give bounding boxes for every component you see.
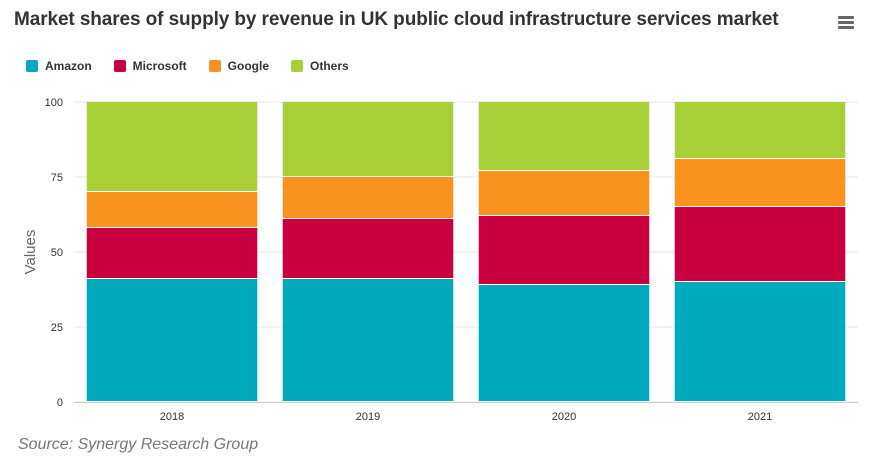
chart-title: Market shares of supply by revenue in UK… bbox=[14, 9, 779, 30]
bar-others-2019[interactable] bbox=[282, 102, 454, 176]
legend-item-amazon[interactable]: Amazon bbox=[26, 59, 92, 73]
bar-others-2021[interactable] bbox=[674, 102, 846, 158]
y-tick-label: 100 bbox=[45, 97, 63, 109]
bar-amazon-2020[interactable] bbox=[478, 285, 650, 401]
bar-google-2021[interactable] bbox=[674, 159, 846, 206]
legend-swatch bbox=[291, 60, 304, 72]
x-tick-label: 2021 bbox=[748, 411, 772, 423]
legend-item-others[interactable]: Others bbox=[291, 59, 349, 73]
bar-amazon-2021[interactable] bbox=[674, 282, 846, 401]
y-tick-label: 25 bbox=[51, 322, 63, 334]
bar-microsoft-2019[interactable] bbox=[282, 219, 454, 278]
x-tick-label: 2019 bbox=[356, 411, 380, 423]
x-tick-label: 2020 bbox=[552, 411, 576, 423]
bar-microsoft-2021[interactable] bbox=[674, 207, 846, 281]
stacked-bar-chart: 0 25 50 75 100 Values 2018 2019 2020 2021 bbox=[22, 97, 858, 423]
legend-label: Others bbox=[310, 59, 349, 73]
bar-amazon-2018[interactable] bbox=[86, 279, 258, 401]
y-axis-title: Values bbox=[22, 230, 39, 275]
bar-others-2018[interactable] bbox=[86, 102, 258, 191]
bar-google-2018[interactable] bbox=[86, 192, 258, 227]
legend-swatch bbox=[113, 60, 126, 72]
x-tick-label: 2018 bbox=[160, 411, 184, 423]
bar-google-2019[interactable] bbox=[282, 177, 454, 218]
legend-label: Amazon bbox=[45, 59, 92, 73]
y-tick-label: 75 bbox=[51, 172, 63, 184]
y-tick-label: 50 bbox=[51, 247, 63, 259]
source-note: Source: Synergy Research Group bbox=[18, 436, 259, 453]
bar-google-2020[interactable] bbox=[478, 171, 650, 215]
legend-swatch bbox=[26, 60, 38, 72]
legend-item-microsoft[interactable]: Microsoft bbox=[113, 59, 187, 73]
bar-microsoft-2018[interactable] bbox=[86, 228, 258, 278]
hamburger-menu-icon[interactable] bbox=[835, 12, 857, 34]
legend: Amazon Microsoft Google Others bbox=[26, 59, 371, 73]
legend-item-google[interactable]: Google bbox=[208, 59, 270, 73]
bar-others-2020[interactable] bbox=[478, 102, 650, 170]
bar-microsoft-2020[interactable] bbox=[478, 216, 650, 284]
bar-amazon-2019[interactable] bbox=[282, 279, 454, 401]
legend-label: Google bbox=[227, 59, 270, 73]
y-tick-label: 0 bbox=[57, 397, 63, 409]
legend-label: Microsoft bbox=[132, 59, 187, 73]
legend-swatch bbox=[208, 60, 221, 72]
